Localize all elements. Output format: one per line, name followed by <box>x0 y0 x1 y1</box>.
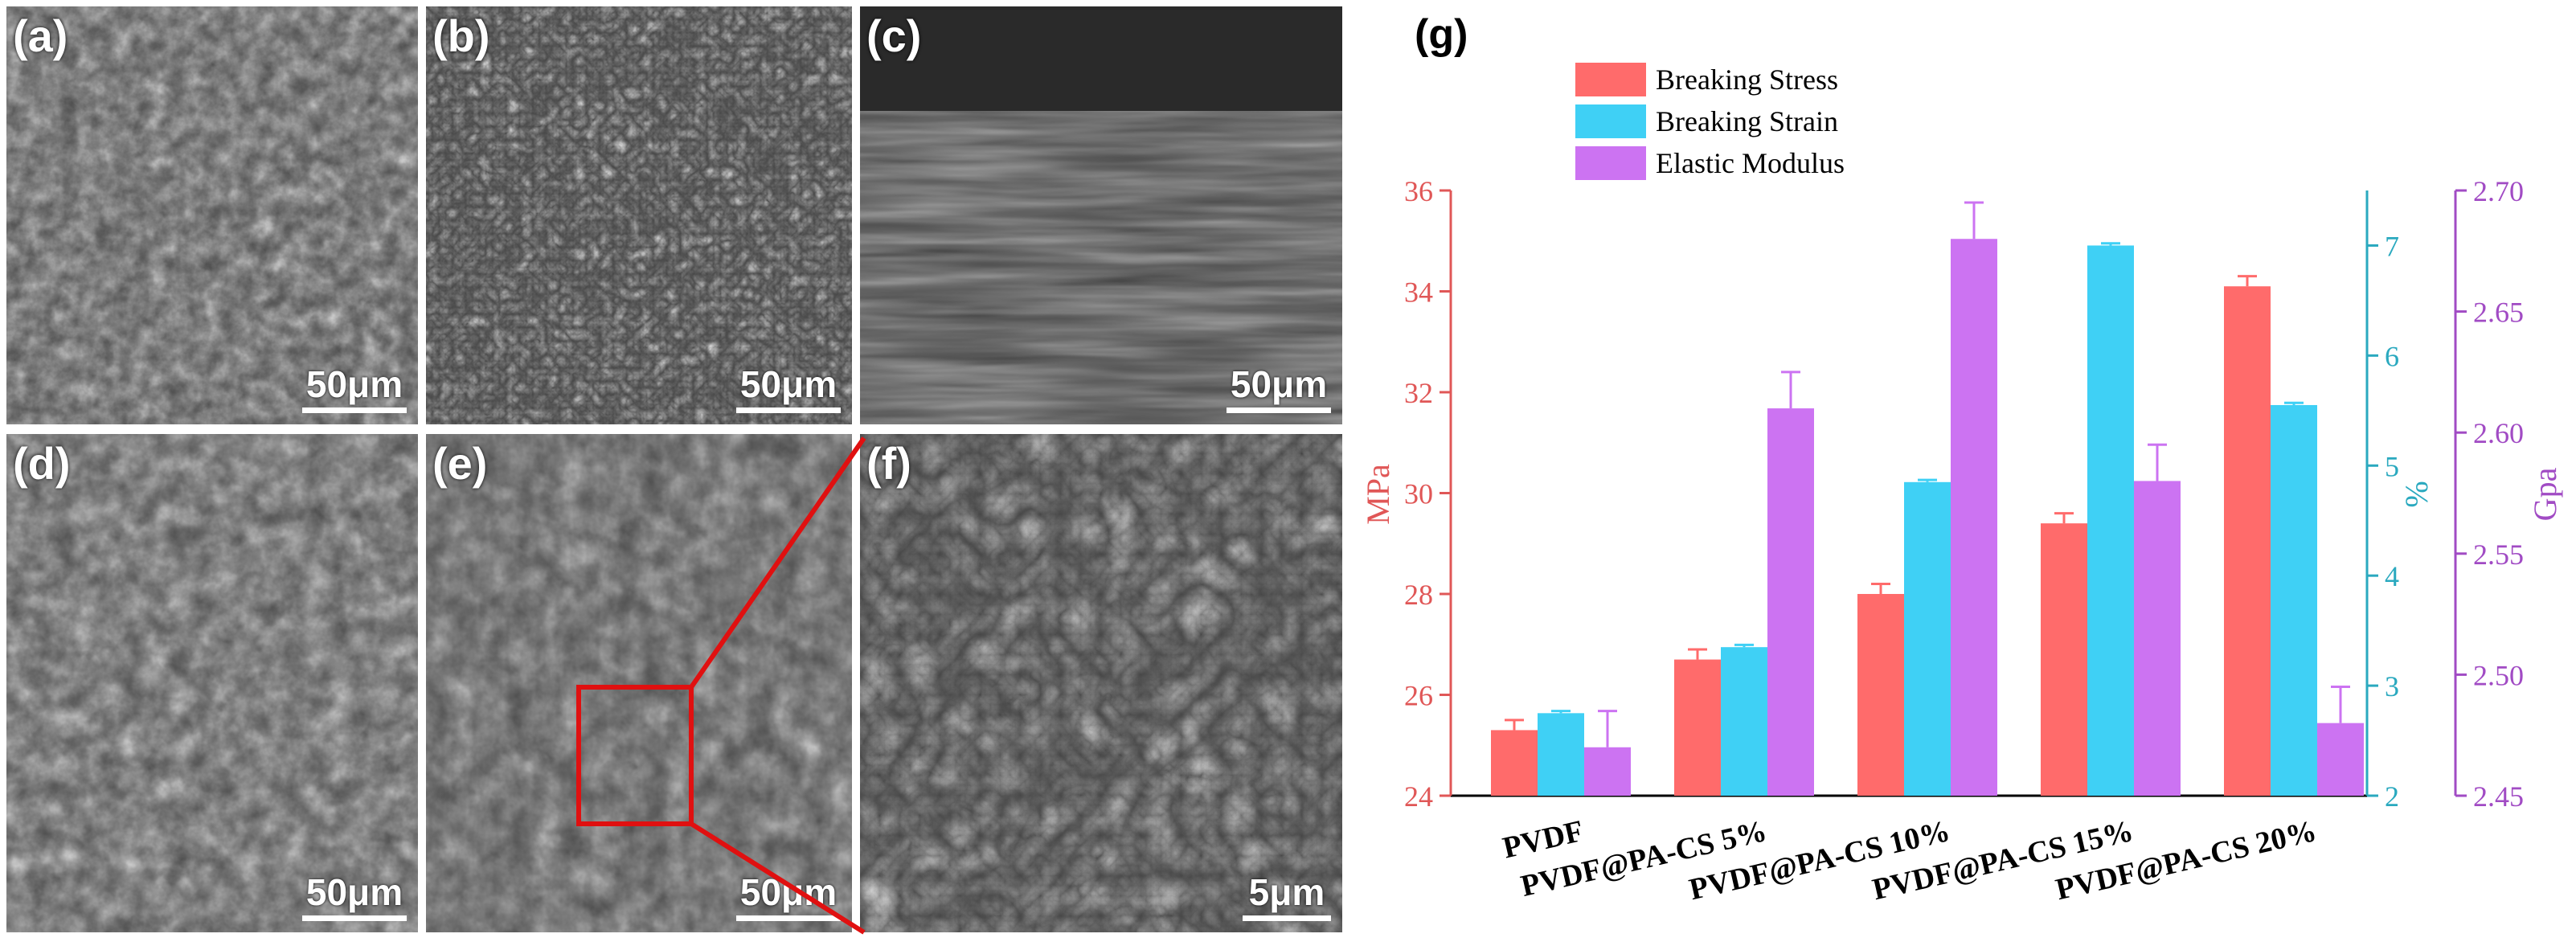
left-tick-label-0: 24 <box>1404 780 1433 813</box>
left-tick-label-5: 34 <box>1404 276 1433 309</box>
zoom-box <box>576 685 694 826</box>
bar-1-2 <box>1904 481 1951 796</box>
sem-texture-c <box>860 6 1342 424</box>
sem-texture-d <box>6 434 418 932</box>
middle-axis-title: % <box>2398 481 2435 507</box>
bar-2-0 <box>1584 747 1631 796</box>
middle-tick-label-1: 3 <box>2385 670 2399 702</box>
legend-label-modulus: Elastic Modulus <box>1656 147 1845 179</box>
bars <box>1491 201 2364 797</box>
scale-bar-d: 50μm <box>302 870 407 921</box>
bar-2-3 <box>2134 481 2181 796</box>
left-tick-label-1: 26 <box>1404 680 1433 712</box>
scale-bar-b: 50μm <box>736 362 841 413</box>
panel-label-e: (e) <box>432 438 488 489</box>
scale-bar-c: 50μm <box>1227 362 1331 413</box>
panel-label-b: (b) <box>432 10 490 61</box>
left-tick-label-4: 32 <box>1404 377 1433 409</box>
scale-text-b: 50μm <box>739 363 838 405</box>
panel-label-c: (c) <box>866 10 922 61</box>
legend-swatch-stress <box>1575 63 1646 96</box>
sem-panel-d: (d) 50μm <box>6 434 418 932</box>
bar-0-4 <box>2224 286 2271 797</box>
bar-0-0 <box>1491 730 1538 796</box>
bar-1-0 <box>1538 713 1584 796</box>
bar-1-4 <box>2271 404 2317 796</box>
legend: Breaking Stress Breaking Strain Elastic … <box>1575 63 1845 180</box>
bar-2-1 <box>1767 408 1814 796</box>
middle-tick-label-4: 6 <box>2385 340 2399 372</box>
middle-axis-ticks: 2 3 4 5 6 7 <box>2367 230 2399 813</box>
legend-label-strain: Breaking Strain <box>1656 105 1838 137</box>
bar-1-3 <box>2087 245 2134 796</box>
panel-label-d: (d) <box>13 438 71 489</box>
sem-texture-f <box>860 434 1342 932</box>
right-tick-label-5: 2.70 <box>2473 175 2524 207</box>
scale-text-a: 50μm <box>305 363 403 405</box>
scale-text-f: 5μm <box>1248 871 1325 913</box>
left-tick-label-2: 28 <box>1404 579 1433 611</box>
right-tick-label-2: 2.55 <box>2473 539 2524 571</box>
legend-label-stress: Breaking Stress <box>1656 63 1838 96</box>
legend-swatch-strain <box>1575 104 1646 138</box>
right-axis-ticks: 2.45 2.50 2.55 2.60 2.65 2.70 <box>2455 175 2524 813</box>
panel-label-a: (a) <box>13 10 68 61</box>
legend-swatch-modulus <box>1575 146 1646 180</box>
left-tick-label-6: 36 <box>1404 175 1433 207</box>
sem-texture-a <box>6 6 418 424</box>
sem-texture-b <box>426 6 852 424</box>
sem-panel-a: (a) 50μm <box>6 6 418 424</box>
sem-panel-c: (c) 50μm <box>860 6 1342 424</box>
bar-0-1 <box>1674 659 1721 796</box>
bar-0-2 <box>1857 594 1904 796</box>
right-axis-title: Gpa <box>2527 467 2563 521</box>
scale-bar-a: 50μm <box>302 362 407 413</box>
chart-panel-label: (g) <box>1415 11 1468 58</box>
scale-text-d: 50μm <box>305 871 403 913</box>
right-tick-label-3: 2.60 <box>2473 417 2524 449</box>
bar-2-2 <box>1951 239 1997 796</box>
right-tick-label-1: 2.50 <box>2473 659 2524 691</box>
right-tick-label-0: 2.45 <box>2473 780 2524 813</box>
scale-bar-f: 5μm <box>1243 870 1331 921</box>
middle-tick-label-2: 4 <box>2385 560 2399 592</box>
panel-label-f: (f) <box>866 438 911 489</box>
middle-tick-label-0: 2 <box>2385 780 2399 813</box>
middle-tick-label-3: 5 <box>2385 450 2399 482</box>
right-tick-label-4: 2.65 <box>2473 297 2524 329</box>
left-tick-label-3: 30 <box>1404 478 1433 510</box>
scale-text-c: 50μm <box>1230 363 1328 405</box>
sem-panel-b: (b) 50μm <box>426 6 852 424</box>
bar-2-4 <box>2317 723 2364 796</box>
sem-panel-f: (f) 5μm <box>860 434 1342 932</box>
middle-tick-label-5: 7 <box>2385 230 2399 262</box>
bar-0-3 <box>2041 523 2087 796</box>
left-axis-title: MPa <box>1360 464 1396 525</box>
bar-1-1 <box>1721 647 1767 796</box>
left-axis-ticks: 24 26 28 30 32 34 36 <box>1404 175 1451 813</box>
